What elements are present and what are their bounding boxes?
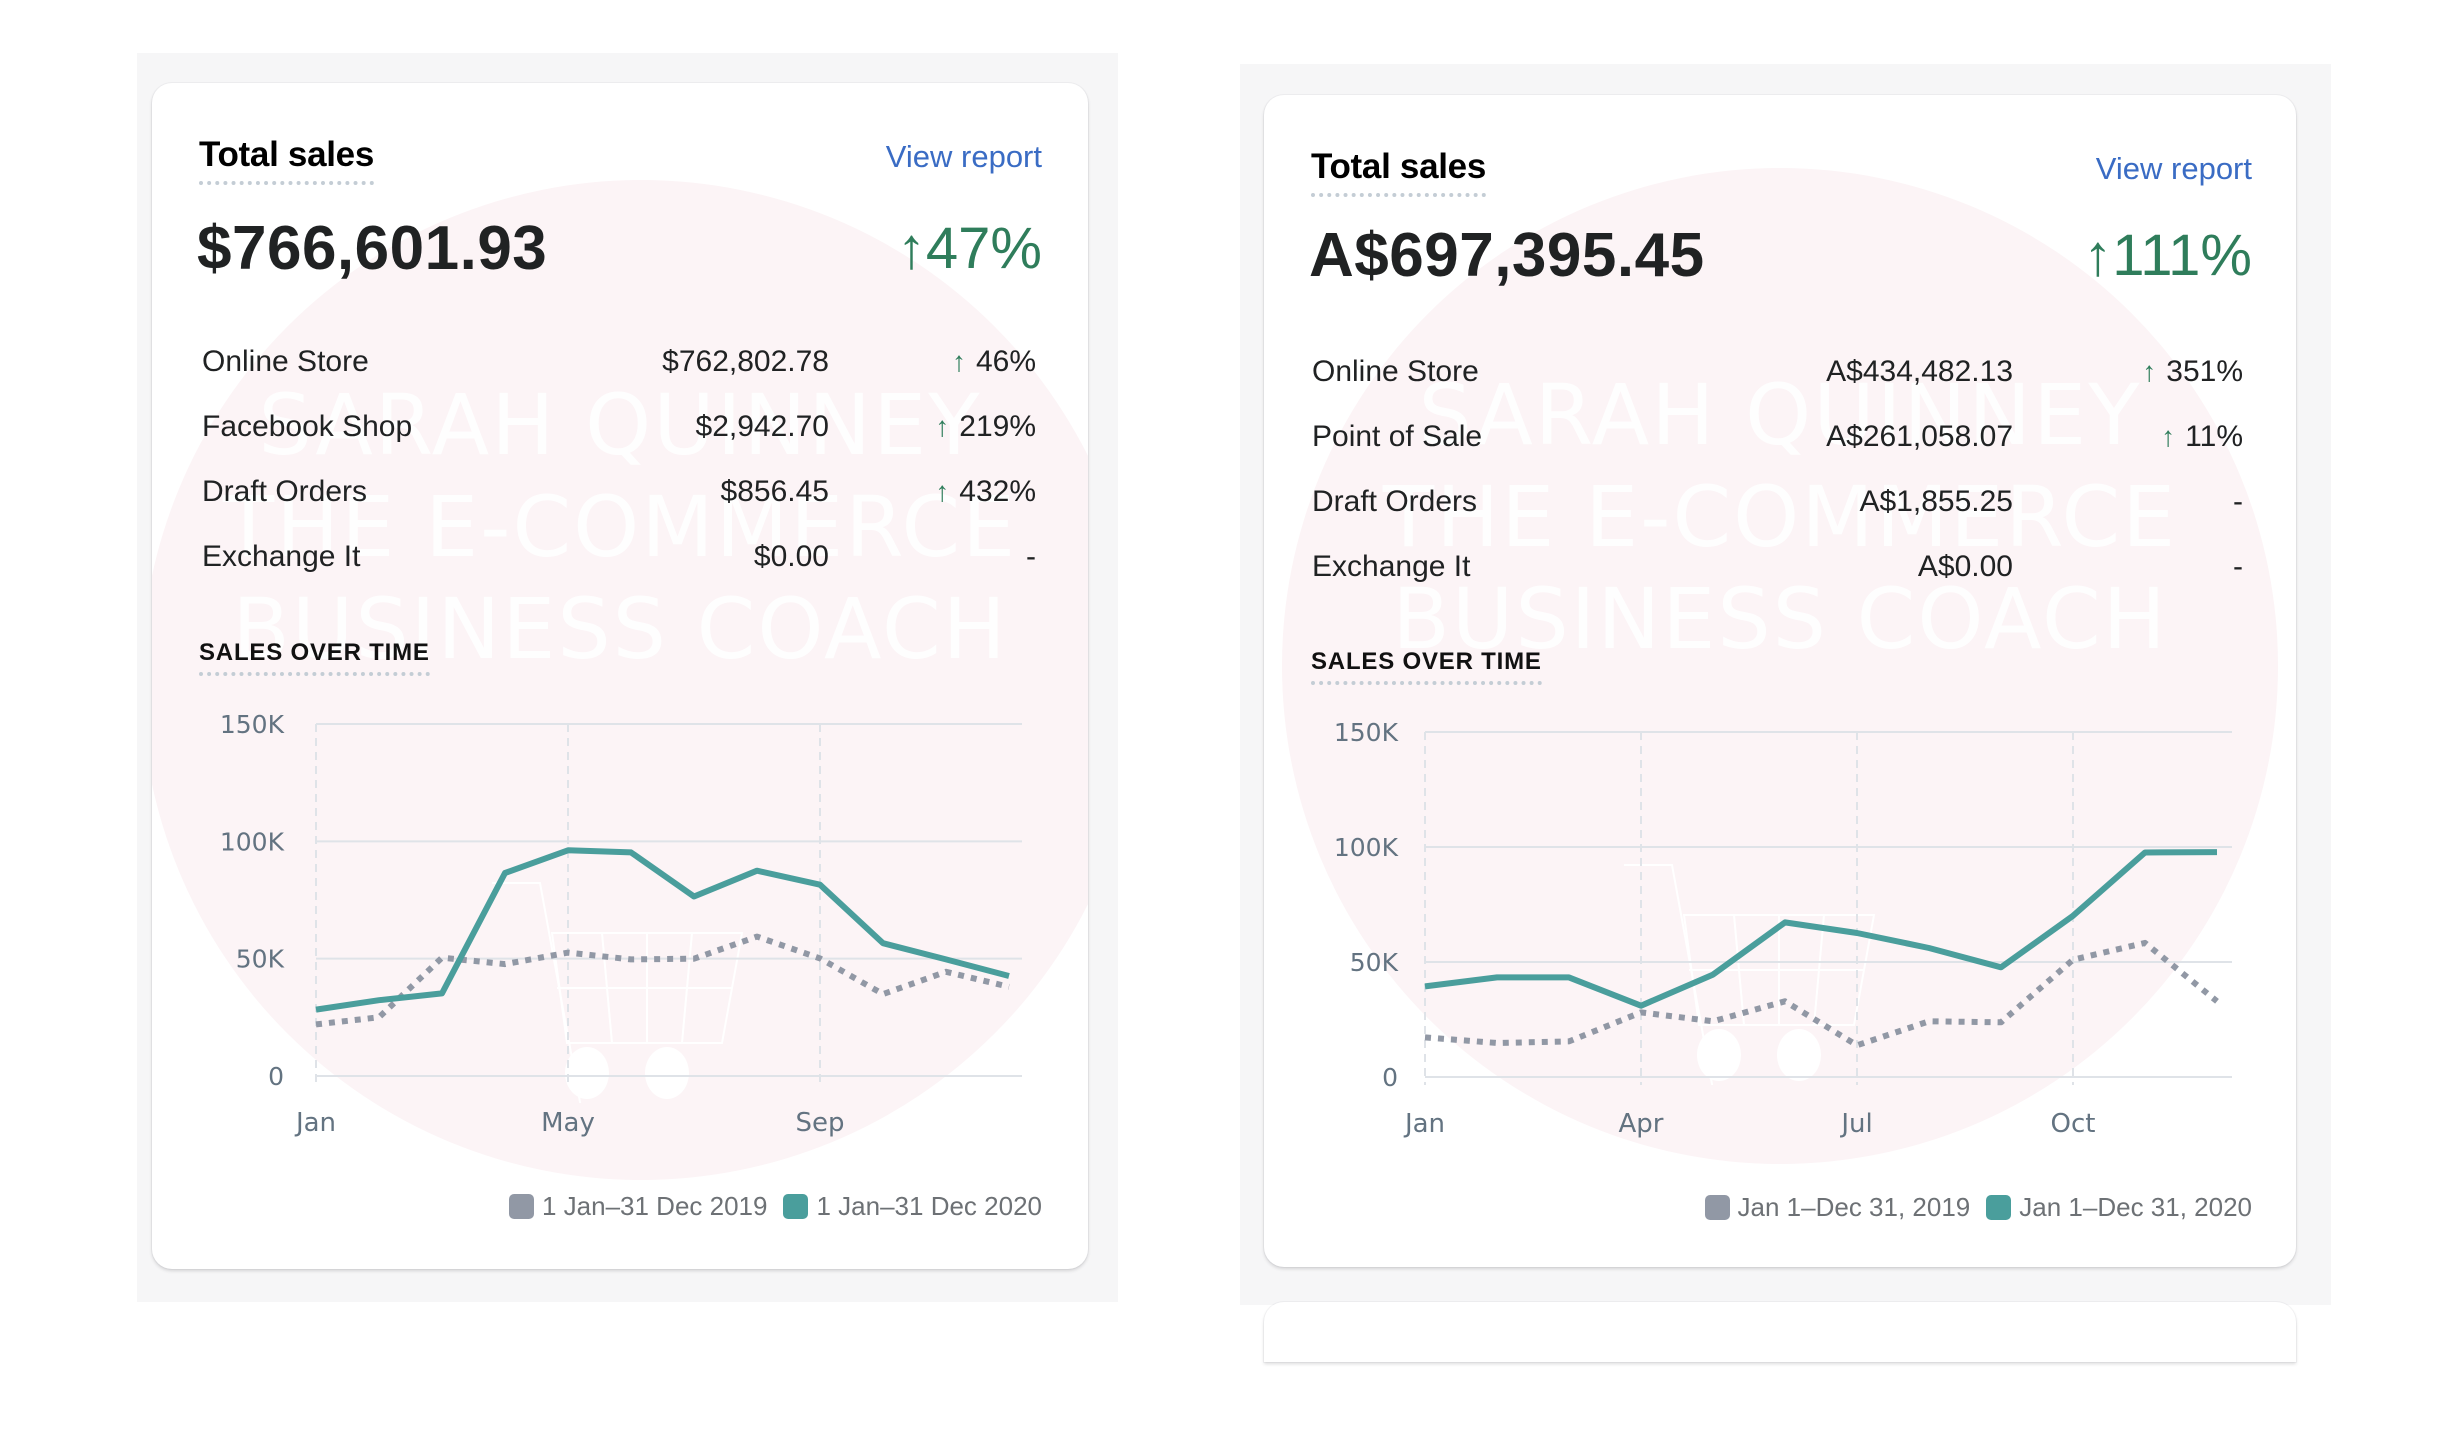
channel-label: Exchange It [202, 540, 361, 573]
total-sales-card-aud: SARAH QUINNEY THE E-COMMERCE BUSINESS CO… [1264, 95, 2296, 1267]
channel-value: A$1,855.25 [1859, 485, 2013, 518]
x-tick-label: Oct [2051, 1109, 2096, 1139]
channel-change-value: - [1026, 540, 1036, 573]
series-line-current-year [1424, 849, 2218, 1009]
channel-change: ↑ 219% [935, 410, 1036, 444]
arrow-up-icon: ↑ [935, 476, 950, 507]
legend-label: 1 Jan–31 Dec 2019 [541, 1191, 768, 1221]
arrow-up-icon: ↑ [2083, 223, 2113, 288]
watermark-line-3: BUSINESS COACH [1392, 570, 2168, 668]
channel-value: $762,802.78 [662, 345, 829, 378]
channel-change-value: 11% [2185, 420, 2243, 453]
channel-label: Online Store [202, 345, 369, 378]
channel-value: $0.00 [753, 540, 829, 573]
channel-value: A$261,058.07 [1826, 420, 2013, 453]
view-report-link[interactable]: View report [885, 139, 1042, 174]
channel-change: ↑ 351% [2142, 355, 2243, 389]
x-tick-label: Jan [1403, 1109, 1445, 1139]
y-tick-label: 150K [1334, 718, 1399, 747]
total-sales-value: $766,601.93 [197, 214, 548, 283]
y-tick-label: 50K [1350, 948, 1399, 977]
channel-value: $2,942.70 [695, 410, 829, 443]
y-tick-label: 100K [1334, 833, 1399, 862]
legend-label: Jan 1–Dec 31, 2019 [1737, 1192, 1971, 1222]
channel-change: ↑ 432% [935, 475, 1036, 509]
sales-over-time-chart: 0 50K 100K 150K Jan Apr Jul Oct [1334, 718, 2232, 1139]
channel-change-value: 351% [2166, 355, 2243, 388]
watermark-line-2: THE E-COMMERCE [1382, 468, 2178, 566]
watermark-line-1: SARAH QUINNEY [1418, 366, 2142, 464]
channel-label: Draft Orders [1312, 485, 1478, 518]
y-tick-label: 0 [268, 1062, 284, 1091]
legend-item-2020[interactable]: 1 Jan–31 Dec 2020 [783, 1191, 1042, 1222]
card-title[interactable]: Total sales [1311, 147, 1486, 197]
channel-change: ↑ 11% [2161, 420, 2243, 454]
channel-value: A$0.00 [1917, 550, 2013, 583]
legend-label: 1 Jan–31 Dec 2020 [816, 1191, 1042, 1221]
total-change: ↑111% [2083, 222, 2252, 289]
total-change-value: 47% [925, 216, 1042, 281]
channel-change-value: - [2233, 550, 2243, 583]
y-tick-label: 50K [236, 945, 285, 974]
total-change: ↑47% [897, 215, 1042, 282]
watermark-line-1: SARAH QUINNEY [258, 376, 982, 474]
legend-label: Jan 1–Dec 31, 2020 [2019, 1192, 2252, 1222]
channel-label: Point of Sale [1312, 420, 1483, 453]
y-tick-label: 150K [220, 710, 285, 739]
shopping-cart-icon [492, 882, 744, 1103]
view-report-link[interactable]: View report [2095, 151, 2252, 186]
channel-label: Online Store [1312, 355, 1479, 388]
next-card-sliver [2333, 95, 2373, 1267]
watermark-line-3: BUSINESS COACH [232, 580, 1008, 678]
channel-change-value: 46% [975, 345, 1036, 378]
arrow-up-icon: ↑ [935, 411, 950, 442]
channel-label: Draft Orders [202, 475, 368, 508]
total-change-value: 111% [2112, 223, 2252, 288]
arrow-up-icon: ↑ [2161, 421, 2176, 452]
sales-over-time-chart: 0 50K 100K 150K Jan May Sep [220, 710, 1022, 1138]
series-line-previous-year [1424, 939, 2219, 1049]
series-line-current-year [315, 847, 1010, 1013]
chart-legend: 1 Jan–31 Dec 2019 1 Jan–31 Dec 2020 [493, 1191, 1042, 1222]
total-sales-value: A$697,395.45 [1309, 221, 1705, 290]
arrow-up-icon: ↑ [2142, 356, 2157, 387]
total-sales-card-usd: SARAH QUINNEY THE E-COMMERCE BUSINESS CO… [152, 83, 1088, 1269]
channel-change-value: 219% [959, 410, 1036, 443]
chart-legend: Jan 1–Dec 31, 2019 Jan 1–Dec 31, 2020 [1689, 1192, 2252, 1223]
card-title[interactable]: Total sales [199, 135, 374, 185]
channel-label: Exchange It [1312, 550, 1471, 583]
series-line-previous-year [315, 933, 1010, 1028]
y-tick-label: 100K [220, 827, 285, 856]
channel-value: A$434,482.13 [1826, 355, 2013, 388]
channel-change-value: 432% [959, 475, 1036, 508]
legend-item-2019[interactable]: 1 Jan–31 Dec 2019 [508, 1191, 768, 1222]
legend-item-2019[interactable]: Jan 1–Dec 31, 2019 [1704, 1192, 1971, 1223]
legend-swatch-2020 [783, 1194, 809, 1219]
legend-swatch-2019 [508, 1194, 534, 1219]
legend-swatch-2019 [1704, 1195, 1730, 1220]
x-tick-label: Jul [1839, 1109, 1872, 1139]
channel-label: Facebook Shop [202, 410, 413, 443]
channel-change: - [2233, 485, 2243, 519]
arrow-up-icon: ↑ [896, 216, 926, 281]
arrow-up-icon: ↑ [951, 346, 966, 377]
channel-change: - [2233, 550, 2243, 584]
sales-over-time-heading[interactable]: SALES OVER TIME [1311, 648, 1542, 685]
channel-value: $856.45 [720, 475, 829, 508]
legend-swatch-2020 [1986, 1195, 2012, 1220]
x-tick-label: May [541, 1108, 595, 1138]
x-tick-label: Sep [795, 1108, 844, 1138]
next-card-bottom [1264, 1302, 2296, 1362]
y-tick-label: 0 [1382, 1063, 1398, 1092]
x-tick-label: Jan [294, 1108, 336, 1138]
sales-over-time-heading[interactable]: SALES OVER TIME [199, 639, 430, 676]
watermark-circle [152, 180, 1088, 1180]
watermark-line-2: THE E-COMMERCE [222, 478, 1018, 576]
x-tick-label: Apr [1619, 1109, 1664, 1139]
channel-change: - [1026, 540, 1036, 574]
legend-item-2020[interactable]: Jan 1–Dec 31, 2020 [1986, 1192, 2252, 1223]
channel-change-value: - [2233, 485, 2243, 518]
channel-change: ↑ 46% [952, 345, 1036, 379]
